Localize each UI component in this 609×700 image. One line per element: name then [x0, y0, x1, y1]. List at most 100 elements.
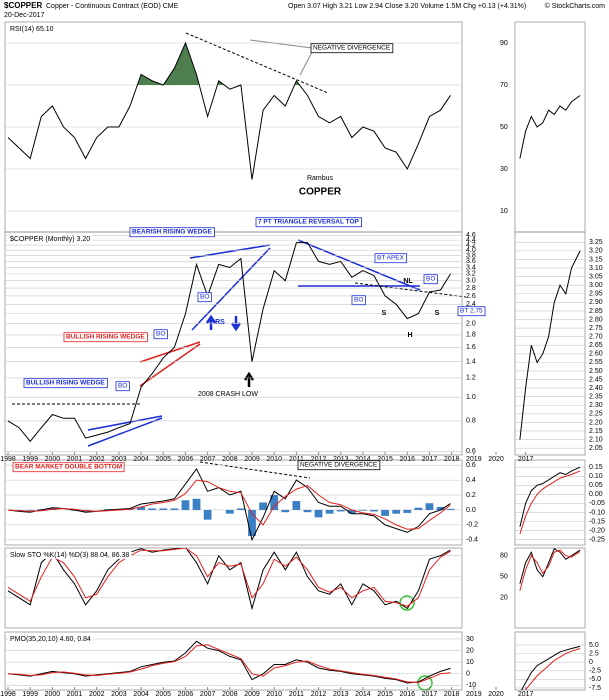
y-tick-label: 10 — [466, 659, 474, 666]
panel-frame — [514, 547, 586, 629]
symbol: $COPPER — [4, 1, 42, 10]
annotation-box — [255, 217, 362, 228]
histogram-bar — [425, 503, 434, 510]
series-line — [7, 41, 451, 180]
series-line — [519, 95, 581, 159]
annotation: Rambus — [307, 175, 334, 182]
y-tick-label: 0.6 — [466, 448, 476, 455]
x-tick-label: 2011 — [289, 691, 304, 698]
x-tick-label: 2019 — [466, 691, 482, 698]
annotation: BO — [426, 276, 435, 283]
histogram-bar — [325, 509, 334, 514]
x-tick-label: 2017 — [422, 456, 438, 463]
histogram-bar — [170, 508, 179, 510]
y-tick-label: -10 — [466, 682, 476, 689]
x-tick-label: 1998 — [0, 456, 16, 463]
y-tick-label: 3.00 — [589, 282, 603, 289]
x-tick-label: 2002 — [89, 691, 105, 698]
y-tick-label: 0.6 — [466, 462, 476, 469]
annotation: BEARISH RISING WEDGE — [132, 229, 212, 236]
y-tick-label: 2.30 — [589, 402, 603, 409]
x-tick-label: 1999 — [22, 691, 38, 698]
series-line — [7, 548, 451, 607]
histogram-bar — [347, 509, 356, 514]
annotation: BO — [156, 331, 165, 338]
annotation-box — [129, 227, 215, 238]
series-line — [519, 466, 581, 528]
histogram-bar — [381, 509, 389, 516]
y-tick-label: 2.75 — [589, 325, 603, 332]
x-tick-label: 2014 — [355, 456, 371, 463]
histogram-bar — [181, 500, 190, 510]
histogram-bar — [225, 509, 234, 514]
x-tick-label: 2000 — [45, 456, 61, 463]
arrow-up — [205, 314, 217, 330]
histogram-bar — [359, 509, 367, 511]
divergence-line — [199, 461, 311, 479]
pointer — [299, 51, 313, 76]
histogram-bar — [303, 509, 312, 513]
annotation-box — [374, 253, 408, 264]
annotation: 7 PT TRIANGLE REVERSAL TOP — [258, 219, 360, 226]
y-tick-label: 2.90 — [589, 299, 603, 306]
y-tick-label: 2.50 — [589, 368, 603, 375]
y-tick-label: 2.4 — [466, 301, 476, 308]
highlight-circle — [399, 595, 415, 611]
x-tick-label: 2005 — [155, 691, 171, 698]
plot — [519, 548, 581, 591]
label-bg — [8, 634, 94, 643]
y-tick-label: 2.25 — [589, 411, 603, 418]
description: Copper - Continuous Contract (EOD) CME — [46, 3, 179, 10]
x-tick-label: 2010 — [266, 691, 282, 698]
arrow-down — [230, 316, 242, 332]
y-tick-label: 0.00 — [589, 491, 603, 498]
y-tick-label: 2.60 — [589, 351, 603, 358]
x-tick-label: 2001 — [67, 456, 83, 463]
x-tick-label: 2006 — [178, 691, 194, 698]
label-bg — [8, 550, 132, 559]
plot — [5, 41, 462, 212]
y-tick-label: 0.10 — [589, 473, 603, 480]
series-line — [7, 479, 451, 530]
annotation-box — [63, 332, 148, 343]
panel-frame — [4, 231, 463, 456]
annotation: H — [407, 332, 412, 339]
label-bg — [8, 24, 56, 33]
plot — [515, 644, 585, 690]
histogram-bar — [436, 506, 445, 510]
annotation-box — [12, 462, 125, 473]
y-tick-label: 1.8 — [466, 332, 476, 339]
annotation-box — [23, 378, 108, 389]
y-tick-label: 1.2 — [466, 375, 476, 382]
y-tick-label: 4.0 — [466, 247, 476, 254]
y-tick-label: 0.15 — [589, 464, 603, 471]
x-tick-label: 2004 — [133, 456, 149, 463]
series-line — [7, 467, 451, 542]
y-tick-label: 0.05 — [589, 482, 603, 489]
histogram-bar — [237, 508, 245, 510]
annotation: BO — [200, 294, 209, 301]
y-tick-label: 3.0 — [466, 278, 476, 285]
histogram-bar — [403, 509, 412, 513]
x-tick-label: 2017 — [518, 456, 534, 463]
x-tick-label: 2008 — [222, 691, 238, 698]
histogram-bar — [26, 509, 35, 511]
x-tick-label: 2006 — [178, 456, 194, 463]
y-tick-label: 2.45 — [589, 376, 603, 383]
x-tick-label: 2018 — [444, 456, 460, 463]
y-tick-label: 50 — [500, 124, 508, 131]
x-tick-label: 2020 — [488, 456, 504, 463]
x-tick-label: 2018 — [444, 691, 460, 698]
annotation: COPPER — [299, 187, 342, 198]
y-tick-label: -0.25 — [589, 536, 605, 543]
annotation-box — [351, 295, 366, 306]
histogram-bar — [281, 509, 290, 513]
x-tick-label: 2001 — [67, 691, 83, 698]
annotation: BULLISH RISING WEDGE — [26, 380, 105, 387]
annotation-box — [310, 43, 394, 54]
y-tick-label: 30 — [466, 636, 474, 643]
y-tick-label: -0.10 — [589, 509, 605, 516]
x-tick-label: 2005 — [155, 456, 171, 463]
date: 20-Dec-2017 — [4, 12, 45, 19]
